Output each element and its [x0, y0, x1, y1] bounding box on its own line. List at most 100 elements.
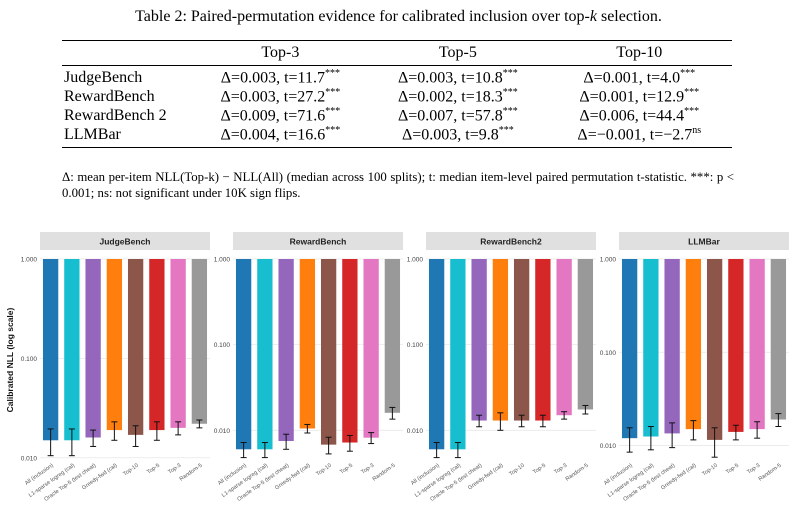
- y-tick-label: 0.010: [21, 455, 38, 462]
- table-cell: Δ=0.003, t=9.8***: [369, 125, 546, 144]
- header-top10: Top-10: [616, 44, 663, 61]
- bar: [535, 259, 551, 421]
- x-tick-label: Top-3: [360, 463, 375, 476]
- table-cell: Δ=0.003, t=10.8***: [369, 68, 546, 87]
- cell-value: Δ=0.001, t=4.0: [583, 69, 681, 87]
- bar: [471, 259, 487, 421]
- x-tick-label: Top-5: [725, 463, 740, 476]
- cell-value: Δ=0.009, t=71.6: [220, 107, 326, 125]
- cell-value: Δ=0.003, t=10.8: [397, 69, 503, 87]
- cell-significance: ***: [325, 86, 341, 98]
- table-cell: Δ=0.001, t=12.9***: [547, 87, 732, 106]
- y-axis-label: Calibrated NLL (log scale): [5, 307, 15, 412]
- cell-significance: ***: [684, 86, 700, 98]
- results-table: Top-3 Top-5 Top-10 JudgeBench Δ=0.003, t=…: [62, 40, 732, 148]
- y-tick-label: 0.010: [407, 428, 424, 435]
- bar: [706, 259, 723, 440]
- cell-significance: ***: [324, 67, 340, 79]
- x-tick-label: Top-5: [532, 463, 547, 476]
- bar: [577, 259, 594, 410]
- panel-strip: [619, 232, 789, 250]
- bar: [170, 259, 186, 428]
- cell-value: Δ=0.003, t=9.8: [401, 126, 499, 144]
- table-cell: Δ=0.007, t=57.8***: [369, 106, 546, 125]
- bar: [492, 259, 509, 421]
- cell-significance: ***: [498, 124, 514, 136]
- table-row: RewardBench Δ=0.003, t=27.2*** Δ=0.002, t=…: [62, 87, 732, 106]
- bar: [428, 259, 445, 450]
- x-tick-label: Top-5: [339, 463, 354, 476]
- table-cell: Δ=0.003, t=27.2***: [192, 87, 369, 106]
- cell-value: Δ=0.003, t=11.7: [220, 69, 325, 87]
- x-tick-label: Top-10: [122, 463, 139, 478]
- bar: [664, 259, 680, 434]
- cell-significance: ***: [684, 105, 700, 117]
- cell-significance: ***: [502, 67, 518, 79]
- bar: [42, 259, 59, 441]
- cell-significance: ***: [325, 124, 341, 136]
- row-benchmark-name: RewardBench 2: [64, 106, 167, 124]
- caption-text: Table 2: Paired-permutation evidence for…: [135, 8, 662, 25]
- table-caption: Table 2: Paired-permutation evidence for…: [0, 8, 797, 26]
- cell-value: Δ=−0.001, t=−2.7: [577, 126, 693, 144]
- cell-value: Δ=0.004, t=16.6: [220, 126, 326, 144]
- x-tick-label: Random-5: [758, 463, 783, 483]
- table-top-rule: [62, 40, 732, 41]
- cell-value: Δ=0.007, t=57.8: [397, 107, 503, 125]
- header-top5: Top-5: [438, 44, 477, 61]
- cell-significance: ns: [692, 124, 702, 136]
- bar: [320, 259, 337, 445]
- cell-significance: ***: [680, 67, 696, 79]
- x-tick-label: Top-10: [701, 463, 718, 478]
- table-bottom-rule: [62, 147, 732, 148]
- table-mid-rule: [62, 65, 732, 66]
- bar: [257, 259, 273, 450]
- table-note: Δ: mean per-item NLL(Top-k) − NLL(All) (…: [62, 169, 734, 201]
- bar: [278, 259, 294, 441]
- panel-title: LLMBar: [688, 237, 720, 247]
- x-tick-label: Top-3: [167, 463, 182, 476]
- row-benchmark-name: RewardBench: [64, 87, 155, 105]
- table-cell: Δ=0.009, t=71.6***: [192, 106, 369, 125]
- y-tick-label: 0.100: [21, 356, 38, 363]
- bar: [643, 259, 659, 437]
- bar: [770, 259, 787, 420]
- bar: [513, 259, 530, 421]
- bar: [342, 259, 358, 443]
- table-cell: Δ=0.001, t=4.0***: [547, 68, 732, 87]
- cell-value: Δ=0.003, t=27.2: [220, 88, 326, 106]
- cell-value: Δ=0.001, t=12.9: [579, 88, 685, 106]
- cell-significance: ***: [502, 105, 518, 117]
- table-cell: Δ=0.003, t=11.7***: [192, 68, 369, 87]
- y-tick-label: 0.100: [214, 342, 231, 349]
- y-tick-label: 1.000: [214, 257, 231, 264]
- calibrated-nll-chart: Calibrated NLL (log scale) JudgeBench 0.01…: [5, 232, 789, 503]
- y-tick-label: 1.000: [407, 257, 424, 264]
- bar: [85, 259, 101, 438]
- bar: [384, 259, 401, 413]
- panel-title: RewardBench: [290, 237, 347, 247]
- bar: [749, 259, 765, 430]
- bar: [363, 259, 379, 438]
- cell-value: Δ=0.006, t=44.4: [579, 107, 685, 125]
- y-tick-label: 0.010: [600, 443, 617, 450]
- note-text: Δ: mean per-item NLL(Top-k) − NLL(All) (…: [62, 170, 734, 200]
- x-tick-label: Random-5: [565, 463, 590, 483]
- table-cell: Δ=0.004, t=16.6***: [192, 125, 369, 144]
- bar: [299, 259, 316, 429]
- cell-value: Δ=0.002, t=18.3: [397, 88, 503, 106]
- bar: [64, 259, 80, 441]
- bar: [685, 259, 702, 430]
- row-benchmark-name: LLMBar: [64, 125, 121, 143]
- panel-strip: [40, 232, 210, 250]
- y-tick-label: 0.010: [214, 428, 231, 435]
- table-cell: Δ=0.006, t=44.4***: [547, 106, 732, 125]
- bar: [127, 259, 144, 435]
- bar: [235, 259, 252, 450]
- bar: [450, 259, 466, 450]
- panel-title: JudgeBench: [99, 237, 150, 247]
- panel-title: RewardBench2: [480, 237, 542, 247]
- bar: [191, 259, 208, 424]
- x-tick-label: Top-3: [746, 463, 761, 476]
- x-tick-label: Top-10: [315, 463, 332, 478]
